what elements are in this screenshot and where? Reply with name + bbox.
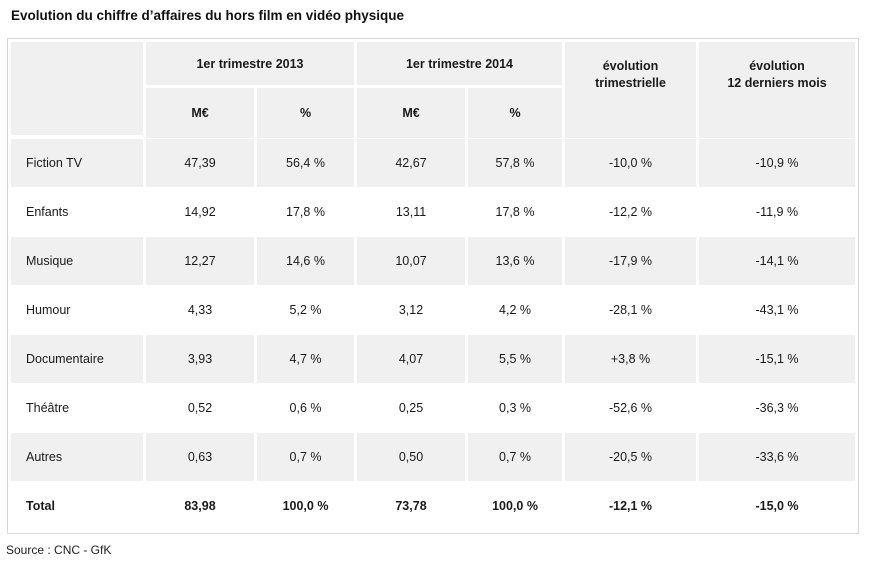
table-row-total: Total 83,98 100,0 % 73,78 100,0 % -12,1 % -15,…: [11, 481, 855, 530]
cell-evolution-12-mois: -14,1 %: [699, 236, 855, 285]
cell-evolution-12-mois: -11,9 %: [699, 187, 855, 236]
cell-evolution-trimestrielle: -12,1 %: [565, 481, 699, 530]
table-row: Théâtre 0,52 0,6 % 0,25 0,3 % -52,6 % -36,3 %: [11, 383, 855, 432]
cell-pct-2013: 17,8 %: [257, 187, 357, 236]
header-evolution-trimestrielle: évolution trimestrielle: [565, 42, 699, 138]
row-label: Théâtre: [11, 383, 146, 432]
row-label: Humour: [11, 285, 146, 334]
cell-meur-2014: 10,07: [357, 236, 468, 285]
cell-evolution-12-mois: -15,1 %: [699, 334, 855, 383]
cell-meur-2013: 0,63: [146, 432, 257, 481]
cell-pct-2013: 0,6 %: [257, 383, 357, 432]
cell-evolution-trimestrielle: -52,6 %: [565, 383, 699, 432]
header-meur-2014: M€: [357, 88, 468, 138]
cell-meur-2014: 73,78: [357, 481, 468, 530]
row-label: Fiction TV: [11, 138, 146, 187]
table-row: Humour 4,33 5,2 % 3,12 4,2 % -28,1 % -43,1 %: [11, 285, 855, 334]
cell-evolution-trimestrielle: -10,0 %: [565, 138, 699, 187]
cell-pct-2013: 0,7 %: [257, 432, 357, 481]
cell-pct-2014: 100,0 %: [468, 481, 565, 530]
cell-evolution-12-mois: -43,1 %: [699, 285, 855, 334]
cell-meur-2014: 13,11: [357, 187, 468, 236]
header-pct-2014: %: [468, 88, 565, 138]
table-row: Autres 0,63 0,7 % 0,50 0,7 % -20,5 % -33,6 %: [11, 432, 855, 481]
cell-meur-2013: 3,93: [146, 334, 257, 383]
table-frame: [7, 38, 859, 534]
cell-meur-2014: 0,50: [357, 432, 468, 481]
cell-meur-2014: 42,67: [357, 138, 468, 187]
table-row: Musique 12,27 14,6 % 10,07 13,6 % -17,9 % -14,…: [11, 236, 855, 285]
cell-meur-2014: 4,07: [357, 334, 468, 383]
cell-evolution-12-mois: -10,9 %: [699, 138, 855, 187]
row-label: Enfants: [11, 187, 146, 236]
header-group-2013: 1er trimestre 2013: [146, 42, 357, 88]
cell-pct-2014: 17,8 %: [468, 187, 565, 236]
cell-pct-2013: 14,6 %: [257, 236, 357, 285]
header-corner: [11, 42, 146, 138]
cell-evolution-12-mois: -33,6 %: [699, 432, 855, 481]
source-note: Source : CNC - GfK: [6, 543, 112, 557]
header-pct-2013: %: [257, 88, 357, 138]
cell-meur-2013: 0,52: [146, 383, 257, 432]
row-label: Total: [11, 481, 146, 530]
revenue-table: 1er trimestre 2013 1er trimestre 2014 év…: [11, 42, 855, 530]
cell-pct-2014: 5,5 %: [468, 334, 565, 383]
cell-meur-2013: 83,98: [146, 481, 257, 530]
table-row: Fiction TV 47,39 56,4 % 42,67 57,8 % -10,0 % -…: [11, 138, 855, 187]
cell-pct-2014: 0,7 %: [468, 432, 565, 481]
cell-evolution-trimestrielle: -28,1 %: [565, 285, 699, 334]
cell-pct-2013: 100,0 %: [257, 481, 357, 530]
cell-meur-2013: 47,39: [146, 138, 257, 187]
table-body: Fiction TV 47,39 56,4 % 42,67 57,8 % -10,0 % -…: [11, 138, 855, 530]
header-group-2014: 1er trimestre 2014: [357, 42, 565, 88]
cell-pct-2014: 57,8 %: [468, 138, 565, 187]
header-evolution-12-mois: évolution 12 derniers mois: [699, 42, 855, 138]
table-row: Documentaire 3,93 4,7 % 4,07 5,5 % +3,8 % -15,…: [11, 334, 855, 383]
row-label: Autres: [11, 432, 146, 481]
header-meur-2013: M€: [146, 88, 257, 138]
cell-pct-2014: 4,2 %: [468, 285, 565, 334]
cell-meur-2014: 0,25: [357, 383, 468, 432]
cell-meur-2013: 4,33: [146, 285, 257, 334]
cell-evolution-trimestrielle: -12,2 %: [565, 187, 699, 236]
cell-evolution-trimestrielle: +3,8 %: [565, 334, 699, 383]
cell-pct-2014: 13,6 %: [468, 236, 565, 285]
cell-pct-2013: 5,2 %: [257, 285, 357, 334]
table-row: Enfants 14,92 17,8 % 13,11 17,8 % -12,2 % -11,…: [11, 187, 855, 236]
row-label: Documentaire: [11, 334, 146, 383]
cell-meur-2013: 12,27: [146, 236, 257, 285]
cell-meur-2014: 3,12: [357, 285, 468, 334]
table-title: Evolution du chiffre d’affaires du hors …: [11, 8, 405, 23]
cell-evolution-12-mois: -36,3 %: [699, 383, 855, 432]
cell-evolution-12-mois: -15,0 %: [699, 481, 855, 530]
cell-meur-2013: 14,92: [146, 187, 257, 236]
cell-pct-2014: 0,3 %: [468, 383, 565, 432]
row-label: Musique: [11, 236, 146, 285]
cell-pct-2013: 4,7 %: [257, 334, 357, 383]
cell-evolution-trimestrielle: -20,5 %: [565, 432, 699, 481]
cell-evolution-trimestrielle: -17,9 %: [565, 236, 699, 285]
cell-pct-2013: 56,4 %: [257, 138, 357, 187]
